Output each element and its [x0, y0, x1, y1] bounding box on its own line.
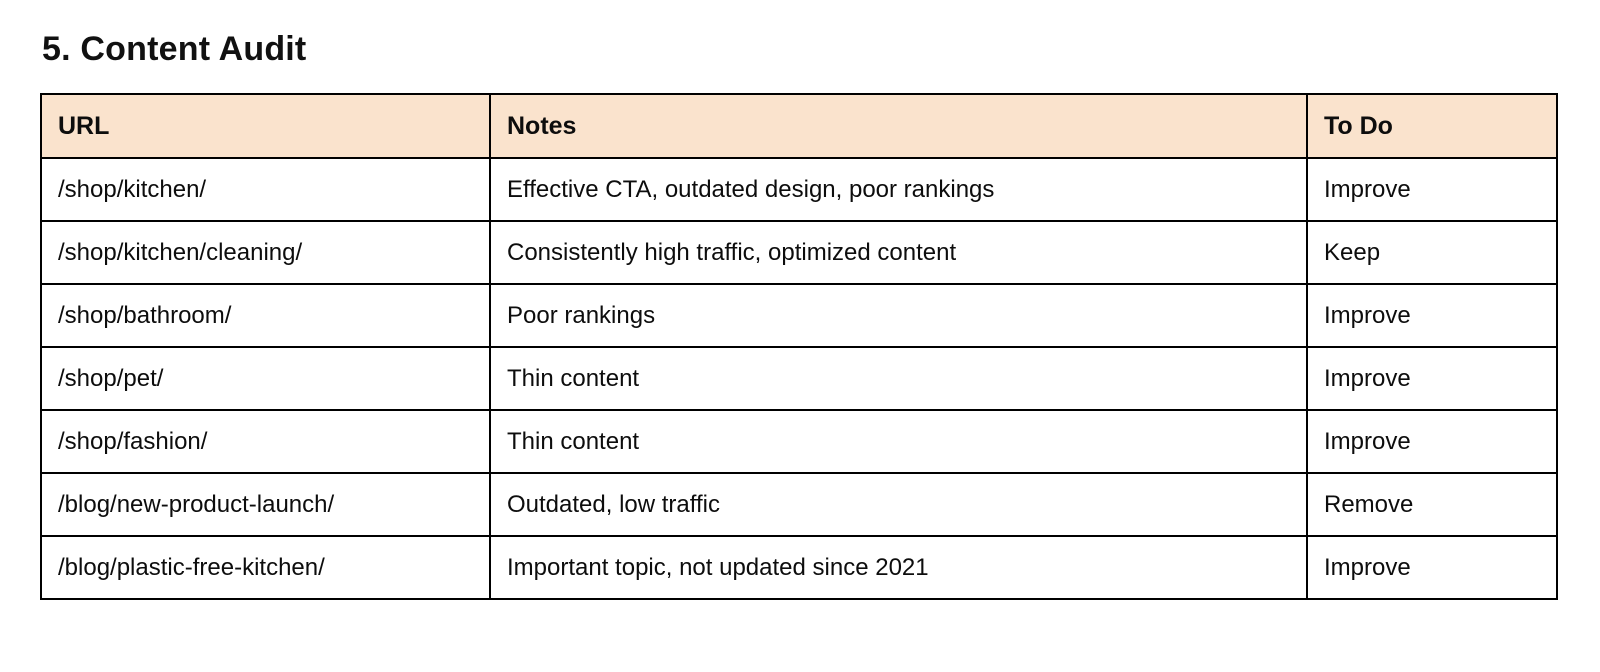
column-header-notes: Notes: [489, 93, 1308, 159]
cell-url: /shop/pet/: [40, 346, 491, 411]
cell-todo: Improve: [1306, 346, 1558, 411]
document-section: 5. Content Audit URL Notes To Do /shop/k…: [40, 30, 1558, 600]
cell-url: /shop/kitchen/: [40, 157, 491, 222]
table-row: /shop/bathroom/ Poor rankings Improve: [40, 283, 1558, 348]
column-header-url: URL: [40, 93, 491, 159]
table-header-row: URL Notes To Do: [40, 93, 1558, 159]
cell-todo: Improve: [1306, 283, 1558, 348]
section-title: 5. Content Audit: [42, 30, 307, 68]
cell-notes: Poor rankings: [489, 283, 1308, 348]
table-row: /blog/new-product-launch/ Outdated, low …: [40, 472, 1558, 537]
cell-notes: Thin content: [489, 409, 1308, 474]
cell-todo: Improve: [1306, 157, 1558, 222]
cell-url: /shop/kitchen/cleaning/: [40, 220, 491, 285]
cell-notes: Outdated, low traffic: [489, 472, 1308, 537]
column-header-todo: To Do: [1306, 93, 1558, 159]
table-row: /shop/kitchen/cleaning/ Consistently hig…: [40, 220, 1558, 285]
cell-url: /blog/new-product-launch/: [40, 472, 491, 537]
cell-notes: Effective CTA, outdated design, poor ran…: [489, 157, 1308, 222]
cell-notes: Thin content: [489, 346, 1308, 411]
cell-notes: Consistently high traffic, optimized con…: [489, 220, 1308, 285]
cell-todo: Remove: [1306, 472, 1558, 537]
cell-url: /blog/plastic-free-kitchen/: [40, 535, 491, 600]
table-row: /blog/plastic-free-kitchen/ Important to…: [40, 535, 1558, 600]
table-row: /shop/pet/ Thin content Improve: [40, 346, 1558, 411]
cell-url: /shop/bathroom/: [40, 283, 491, 348]
cell-url: /shop/fashion/: [40, 409, 491, 474]
content-audit-table: URL Notes To Do /shop/kitchen/ Effective…: [40, 93, 1558, 600]
table-row: /shop/kitchen/ Effective CTA, outdated d…: [40, 157, 1558, 222]
cell-todo: Improve: [1306, 535, 1558, 600]
cell-notes: Important topic, not updated since 2021: [489, 535, 1308, 600]
table-row: /shop/fashion/ Thin content Improve: [40, 409, 1558, 474]
cell-todo: Keep: [1306, 220, 1558, 285]
cell-todo: Improve: [1306, 409, 1558, 474]
